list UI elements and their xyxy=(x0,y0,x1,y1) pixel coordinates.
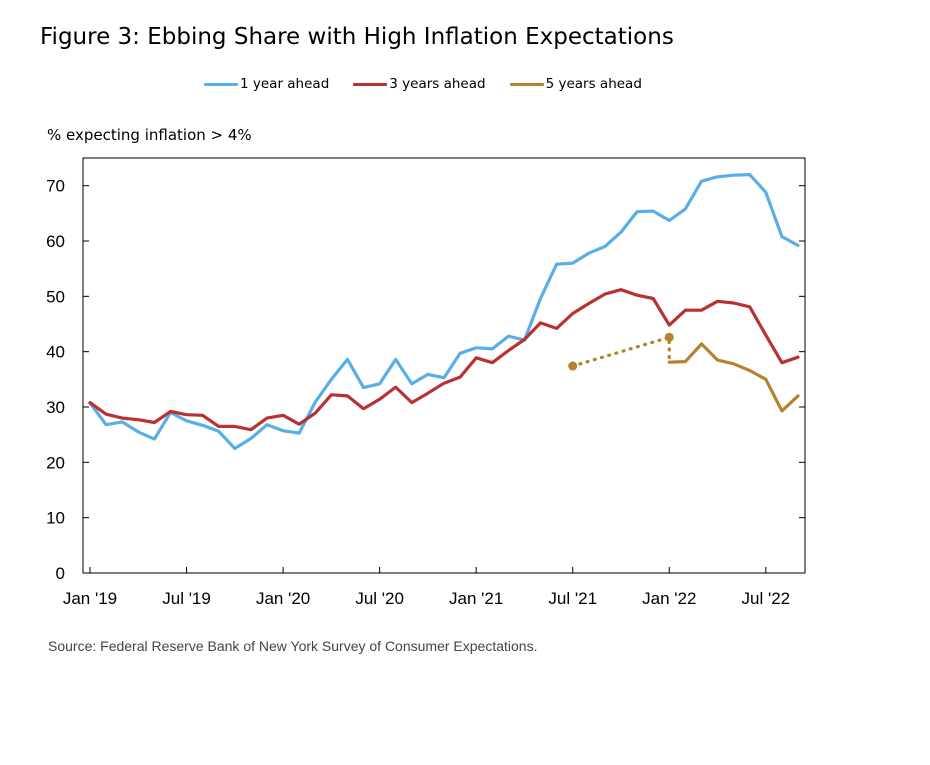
x-tick-label-5: Jul '21 xyxy=(548,589,597,608)
y-tick-label-40: 40 xyxy=(46,343,65,362)
source-note: Source: Federal Reserve Bank of New York… xyxy=(48,638,538,654)
x-tick-label-7: Jul '22 xyxy=(742,589,791,608)
x-tick-label-0: Jan '19 xyxy=(63,589,117,608)
legend-label-3y: 3 years ahead xyxy=(389,76,486,92)
legend: 1 year ahead 3 years ahead 5 years ahead xyxy=(204,76,642,92)
y-tick-label-0: 0 xyxy=(56,564,65,583)
x-tick-label-1: Jul '19 xyxy=(162,589,211,608)
legend-label-5y: 5 years ahead xyxy=(545,76,642,92)
x-tick-label-2: Jan '20 xyxy=(256,589,310,608)
series-marker-3-1 xyxy=(664,332,674,342)
y-tick-label-10: 10 xyxy=(46,509,65,528)
series-line-2 xyxy=(88,288,800,432)
legend-swatch-1y xyxy=(204,82,238,86)
y-tick-label-20: 20 xyxy=(46,453,65,472)
series-line-1 xyxy=(88,173,800,451)
legend-label-1y: 1 year ahead xyxy=(240,76,330,92)
y-tick-label-50: 50 xyxy=(46,287,65,306)
legend-item-3y: 3 years ahead xyxy=(353,76,486,92)
series-line-3 xyxy=(667,342,800,413)
y-tick-label-70: 70 xyxy=(46,177,65,196)
y-tick-label-30: 30 xyxy=(46,398,65,417)
legend-swatch-3y xyxy=(353,82,388,86)
plot-frame xyxy=(82,157,806,574)
legend-item-5y: 5 years ahead xyxy=(509,76,642,92)
legend-swatch-5y xyxy=(509,82,544,86)
x-tick-label-6: Jan '22 xyxy=(642,589,696,608)
y-tick-label-60: 60 xyxy=(46,232,65,251)
series-dotted-connector-3 xyxy=(571,335,671,368)
legend-item-1y: 1 year ahead xyxy=(204,76,329,92)
series-marker-3-0 xyxy=(568,361,578,371)
x-tick-label-3: Jul '20 xyxy=(355,589,404,608)
chart-title: Figure 3: Ebbing Share with High Inflati… xyxy=(40,24,674,50)
x-tick-label-4: Jan '21 xyxy=(449,589,503,608)
y-axis-label: % expecting inflation > 4% xyxy=(47,126,252,144)
